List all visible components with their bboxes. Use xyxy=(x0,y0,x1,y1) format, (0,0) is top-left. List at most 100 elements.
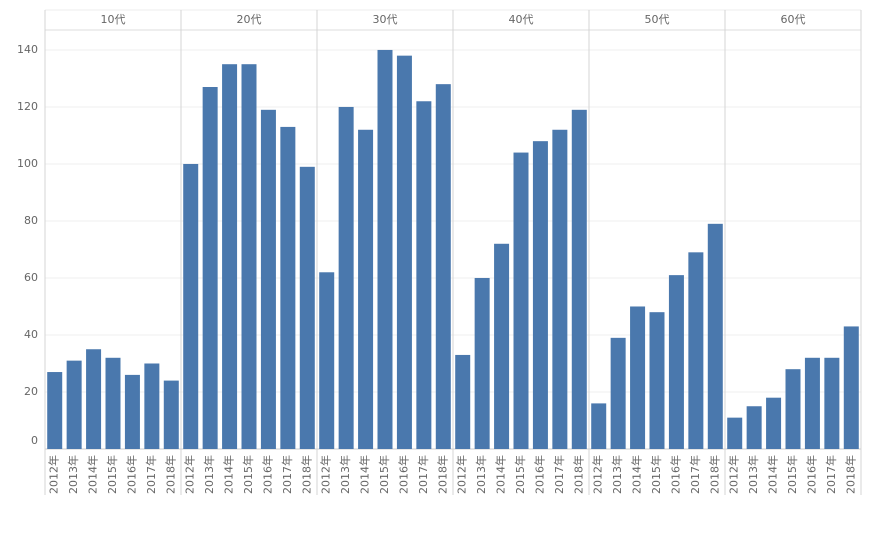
bar xyxy=(668,275,684,449)
y-tick-label: 80 xyxy=(24,214,38,227)
bar xyxy=(474,277,490,449)
x-tick-label: 2012年 xyxy=(455,455,469,494)
x-tick-label: 2016年 xyxy=(124,455,138,494)
bar xyxy=(766,397,782,449)
x-tick-label: 2017年 xyxy=(552,455,566,494)
bar xyxy=(47,372,63,449)
bar xyxy=(707,223,723,449)
x-tick-label: 2015年 xyxy=(513,455,527,494)
bar xyxy=(222,64,238,450)
bar xyxy=(727,417,743,449)
panel-header: 30代 xyxy=(373,13,398,26)
x-tick-label: 2017年 xyxy=(688,455,702,494)
y-tick-label: 40 xyxy=(24,328,38,341)
x-tick-label: 2015年 xyxy=(377,455,391,494)
x-tick-label: 2018年 xyxy=(435,455,449,494)
y-tick-label: 140 xyxy=(17,43,38,56)
panel-header: 20代 xyxy=(237,13,262,26)
bar xyxy=(513,152,529,449)
bar xyxy=(649,312,665,449)
x-tick-label: 2015年 xyxy=(785,455,799,494)
bar xyxy=(358,129,374,449)
x-tick-label: 2016年 xyxy=(260,455,274,494)
x-tick-label: 2012年 xyxy=(591,455,605,494)
bar xyxy=(319,272,335,449)
bar xyxy=(610,337,626,449)
bar xyxy=(552,129,568,449)
x-tick-label: 2013年 xyxy=(610,455,624,494)
x-tick-label: 2014年 xyxy=(86,455,100,494)
bar xyxy=(804,357,820,449)
x-tick-label: 2014年 xyxy=(630,455,644,494)
bar xyxy=(202,87,218,449)
x-tick-label: 2018年 xyxy=(843,455,857,494)
bar xyxy=(163,380,179,449)
bar xyxy=(124,374,140,449)
bar xyxy=(105,357,121,449)
bar xyxy=(824,357,840,449)
x-tick-label: 2014年 xyxy=(222,455,236,494)
x-tick-label: 2018年 xyxy=(163,455,177,494)
y-tick-label: 20 xyxy=(24,385,38,398)
x-tick-label: 2017年 xyxy=(824,455,838,494)
x-tick-label: 2017年 xyxy=(280,455,294,494)
x-tick-label: 2018年 xyxy=(707,455,721,494)
x-tick-label: 2012年 xyxy=(319,455,333,494)
bar xyxy=(280,126,296,450)
bar xyxy=(66,360,82,449)
x-tick-label: 2012年 xyxy=(727,455,741,494)
x-tick-label: 2013年 xyxy=(202,455,216,494)
x-tick-label: 2014年 xyxy=(766,455,780,494)
bar xyxy=(494,243,510,449)
x-tick-label: 2016年 xyxy=(532,455,546,494)
x-tick-label: 2015年 xyxy=(105,455,119,494)
y-tick-label: 120 xyxy=(17,100,38,113)
x-tick-label: 2018年 xyxy=(299,455,313,494)
x-tick-label: 2016年 xyxy=(804,455,818,494)
y-tick-label: 0 xyxy=(31,434,38,447)
bar xyxy=(630,306,646,449)
x-tick-label: 2013年 xyxy=(66,455,80,494)
x-tick-label: 2017年 xyxy=(416,455,430,494)
bar xyxy=(183,163,199,449)
bar xyxy=(396,55,412,449)
x-tick-label: 2017年 xyxy=(144,455,158,494)
x-tick-label: 2016年 xyxy=(668,455,682,494)
bar xyxy=(435,84,451,449)
bar xyxy=(260,109,276,450)
y-tick-label: 100 xyxy=(17,157,38,170)
bar xyxy=(785,369,801,449)
bar xyxy=(532,141,548,449)
x-tick-label: 2015年 xyxy=(241,455,255,494)
panel-header: 60代 xyxy=(781,13,806,26)
bar xyxy=(338,106,354,450)
panel-header: 40代 xyxy=(509,13,534,26)
bar xyxy=(299,166,315,449)
bar xyxy=(843,326,859,449)
bar xyxy=(144,363,160,449)
x-tick-label: 2014年 xyxy=(494,455,508,494)
panel-header: 50代 xyxy=(645,13,670,26)
x-tick-label: 2013年 xyxy=(338,455,352,494)
y-tick-label: 60 xyxy=(24,271,38,284)
x-tick-label: 2012年 xyxy=(183,455,197,494)
x-tick-label: 2014年 xyxy=(358,455,372,494)
panel-header: 10代 xyxy=(101,13,126,26)
x-tick-label: 2015年 xyxy=(649,455,663,494)
x-tick-label: 2018年 xyxy=(571,455,585,494)
x-tick-label: 2012年 xyxy=(47,455,61,494)
x-tick-label: 2016年 xyxy=(396,455,410,494)
bar xyxy=(86,349,102,449)
bar xyxy=(455,354,471,449)
x-tick-label: 2013年 xyxy=(474,455,488,494)
x-tick-label: 2013年 xyxy=(746,455,760,494)
bar xyxy=(688,252,704,449)
bar xyxy=(241,64,257,450)
bar xyxy=(591,403,607,449)
bar xyxy=(746,406,762,449)
bar xyxy=(571,109,587,450)
bar xyxy=(416,101,432,449)
bar xyxy=(377,49,393,449)
